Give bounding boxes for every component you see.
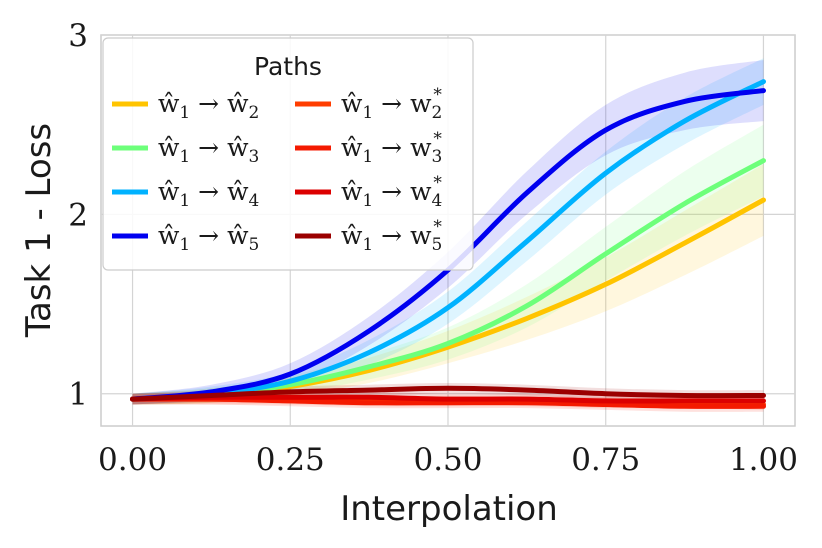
series-band-3 [132, 58, 764, 405]
x-tick-labels: 0.00 0.25 0.50 0.75 1.00 [98, 442, 798, 478]
x-tick-label: 0.75 [571, 442, 640, 478]
x-tick-label: 1.00 [729, 442, 798, 478]
y-tick-label: 3 [68, 18, 88, 54]
legend-label-2: ŵ1 → ŵ3 [158, 133, 259, 167]
legend-label-3: ŵ1 → ŵ4 [158, 177, 259, 211]
y-tick-label: 2 [68, 197, 88, 233]
x-tick-label: 0.50 [413, 442, 482, 478]
legend-label-7: ŵ1 → w4* [341, 173, 442, 211]
legend-label-6: ŵ1 → w3* [341, 129, 442, 167]
series-band-1 [132, 164, 764, 405]
legend-label-5: ŵ1 → w2* [341, 85, 442, 123]
x-tick-label: 0.00 [98, 442, 167, 478]
legend-box [102, 37, 474, 271]
y-tick-label: 1 [68, 377, 88, 413]
x-axis-label: Interpolation [340, 489, 558, 529]
legend-label-4: ŵ1 → ŵ5 [158, 221, 259, 255]
y-axis-label: Task 1 - Loss [19, 123, 59, 338]
y-tick-labels: 1 2 3 [68, 18, 88, 413]
series-line-8 [130, 385, 766, 402]
series-line-3 [130, 79, 766, 402]
series-band-4 [132, 60, 764, 405]
legend-label-1: ŵ1 → ŵ2 [158, 89, 259, 123]
legend-label-8: ŵ1 → w5* [341, 217, 442, 255]
legend-title: Paths [254, 52, 322, 81]
legend: Paths ŵ1 → ŵ2 ŵ1 → ŵ3 ŵ1 → ŵ4 ŵ1 → ŵ5 ŵ1 → w2… [102, 37, 474, 271]
series-line-7 [130, 394, 766, 404]
x-tick-label: 0.25 [256, 442, 325, 478]
